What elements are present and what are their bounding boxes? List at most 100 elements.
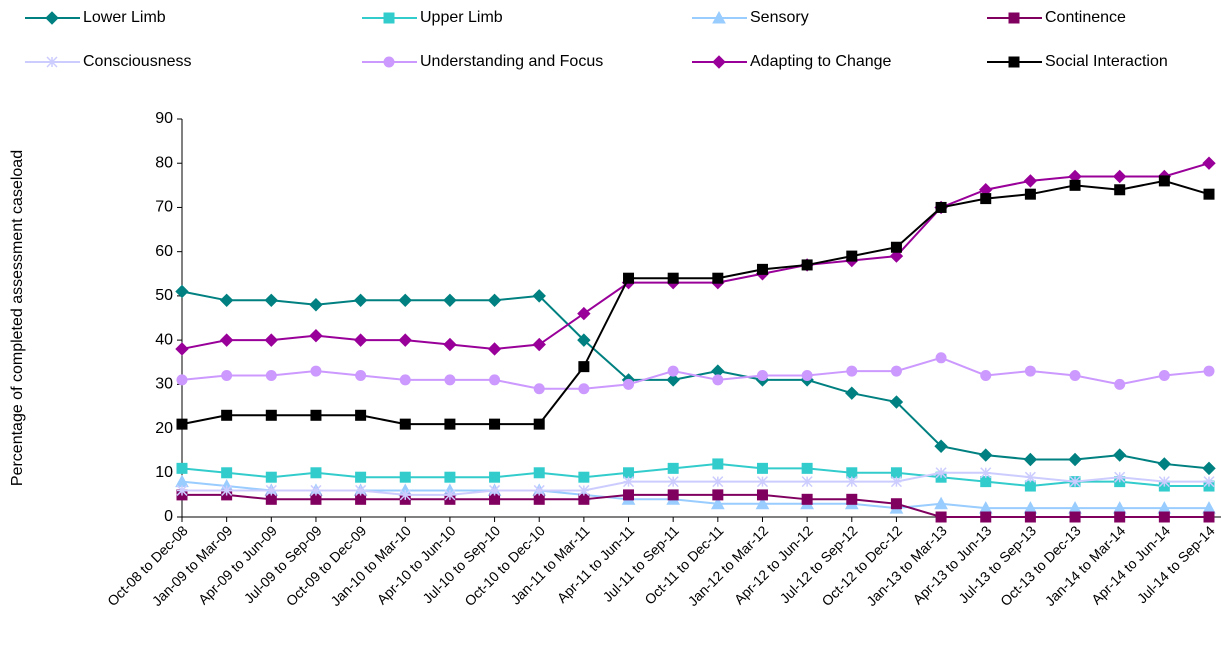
data-point <box>578 471 590 483</box>
data-point <box>890 365 902 377</box>
data-point <box>846 493 858 505</box>
data-point <box>801 462 813 474</box>
data-point <box>980 369 992 381</box>
data-point <box>756 369 768 381</box>
data-point <box>265 493 277 505</box>
data-point <box>533 493 545 505</box>
data-point <box>667 365 679 377</box>
x-tick-label: Oct-12 to Dec-12 <box>818 522 905 609</box>
x-tick-label: Oct-10 to Dec-10 <box>461 522 548 609</box>
x-tick-label: Jul-09 to Sep-09 <box>241 522 325 606</box>
data-point <box>935 201 947 213</box>
data-point <box>1114 471 1126 483</box>
data-point <box>444 418 456 430</box>
legend-label: Adapting to Change <box>750 53 892 70</box>
data-point <box>443 293 457 308</box>
x-tick-label: Apr-10 to Jun-10 <box>374 522 459 607</box>
x-tick-label: Apr-13 to Jun-13 <box>909 522 994 607</box>
x-tick-label: Jul-12 to Sep-12 <box>777 522 861 606</box>
legend-marker <box>383 12 395 24</box>
data-point <box>1024 471 1036 483</box>
data-point <box>355 493 367 505</box>
data-point <box>176 462 188 474</box>
data-point <box>935 467 947 479</box>
data-point <box>1158 511 1170 523</box>
series-line <box>182 471 1209 496</box>
data-point <box>398 333 412 347</box>
data-point <box>1114 511 1126 523</box>
data-point <box>443 337 457 352</box>
data-point <box>353 293 368 308</box>
data-point <box>310 467 322 479</box>
x-tick-label: Apr-12 to Jun-12 <box>731 522 816 607</box>
data-point <box>1114 378 1126 390</box>
data-point <box>1114 184 1126 196</box>
data-point <box>355 471 367 483</box>
data-point <box>889 395 904 409</box>
data-point <box>756 263 768 275</box>
data-point <box>399 489 411 501</box>
data-point <box>533 383 545 395</box>
data-point <box>1024 365 1036 377</box>
data-point <box>578 484 590 496</box>
data-point <box>533 484 545 496</box>
data-point <box>444 471 456 483</box>
data-point <box>577 333 591 347</box>
data-point <box>487 293 502 308</box>
data-point <box>712 489 724 501</box>
data-point <box>489 493 501 505</box>
data-point <box>265 409 277 421</box>
data-point <box>1068 452 1082 467</box>
data-point <box>310 493 322 505</box>
legend-label: Lower Limb <box>83 9 166 26</box>
data-point <box>265 471 277 483</box>
data-point <box>667 489 679 501</box>
data-point <box>890 498 902 510</box>
data-point <box>1024 511 1036 523</box>
data-point <box>398 293 412 308</box>
data-point <box>756 476 769 488</box>
series-line <box>182 493 1209 518</box>
data-point <box>532 337 546 352</box>
data-point <box>221 409 233 421</box>
data-point <box>1069 511 1081 523</box>
data-point <box>623 378 635 390</box>
data-point <box>533 467 545 479</box>
data-point <box>623 467 635 479</box>
data-point <box>1069 476 1081 488</box>
data-point <box>980 467 992 479</box>
data-point <box>399 418 411 430</box>
data-point <box>980 193 992 205</box>
legend-label: Upper Limb <box>420 9 503 26</box>
data-point <box>355 409 367 421</box>
data-point <box>310 409 322 421</box>
data-point <box>980 511 992 523</box>
legend-marker <box>1008 12 1020 24</box>
data-point <box>175 284 189 299</box>
data-point <box>175 342 189 356</box>
x-tick-label: Jan-14 to Mar-14 <box>1042 522 1129 609</box>
data-point <box>355 369 367 381</box>
data-point <box>845 386 859 400</box>
data-point <box>801 259 813 271</box>
data-point <box>712 476 724 488</box>
y-tick-label: 60 <box>155 243 173 260</box>
data-point <box>1024 480 1036 492</box>
data-point <box>890 476 902 488</box>
data-point <box>176 418 188 430</box>
x-tick-label: Jan-13 to Mar-13 <box>863 522 950 609</box>
data-point <box>667 476 679 488</box>
data-point <box>756 489 768 501</box>
data-point <box>712 458 724 470</box>
data-point <box>1023 174 1038 188</box>
y-tick-label: 0 <box>164 508 173 525</box>
data-point <box>1203 188 1215 200</box>
data-point <box>399 374 411 386</box>
data-point <box>310 365 322 377</box>
y-tick-label: 50 <box>155 287 173 304</box>
x-tick-label: Oct-09 to Dec-09 <box>283 522 370 609</box>
legend-marker <box>383 56 395 68</box>
data-point <box>219 333 234 347</box>
x-tick-label: Jul-10 to Sep-10 <box>419 522 503 606</box>
data-point <box>935 511 947 523</box>
